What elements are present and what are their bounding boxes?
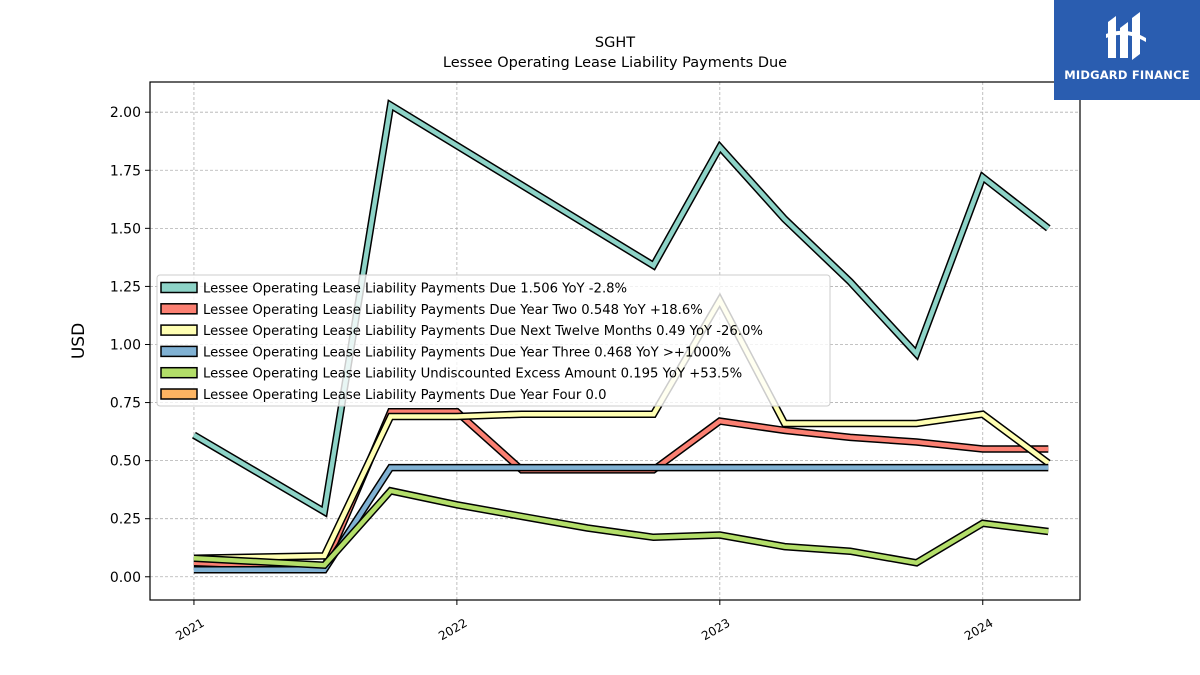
legend-entry-label: Lessee Operating Lease Liability Undisco… (203, 367, 742, 382)
x-tick-label: 2022 (436, 616, 469, 643)
series-line-outline-1 (193, 408, 1049, 572)
y-tick-label: 0.50 (110, 454, 141, 470)
y-tick-label: 0.75 (110, 396, 141, 412)
y-tick-label: 1.00 (110, 337, 141, 353)
y-axis-label: USD (69, 323, 89, 359)
legend-swatch (160, 366, 198, 379)
chart-title: SGHT (595, 35, 635, 51)
series-line-4 (193, 488, 1049, 568)
legend-entry-label: Lessee Operating Lease Liability Payment… (203, 324, 763, 339)
y-tick-label: 0.25 (110, 512, 141, 528)
legend-swatch (160, 345, 198, 358)
series-line-1 (193, 409, 1049, 570)
y-tick-label: 2.00 (110, 105, 141, 121)
plot-area-frame (149, 81, 1081, 601)
legend-entry-label: Lessee Operating Lease Liability Payment… (203, 282, 627, 297)
midgard-finance-logo: MIDGARD FINANCE (1054, 0, 1200, 100)
legend-entry-label: Lessee Operating Lease Liability Payment… (203, 388, 606, 403)
y-axis: 0.00 0.25 0.50 0.75 1.00 1.25 1.50 1.75 2.00 (110, 105, 150, 586)
legend-entry-label: Lessee Operating Lease Liability Payment… (203, 303, 703, 318)
legend-entry-label: Lessee Operating Lease Liability Payment… (203, 345, 731, 360)
legend-swatch (160, 303, 198, 315)
legend-swatch (160, 281, 198, 294)
x-tick-label: 2023 (699, 616, 732, 643)
midgard-m-logo-icon (1106, 12, 1146, 60)
y-tick-label: 1.25 (110, 279, 141, 295)
legend-box (156, 274, 831, 407)
y-tick-label: 1.50 (110, 221, 141, 237)
x-tick-label: 2024 (962, 616, 995, 643)
legend: Lessee Operating Lease Liability Payment… (156, 274, 831, 407)
chart-subtitle: Lessee Operating Lease Liability Payment… (443, 55, 787, 71)
y-tick-label: 1.75 (110, 163, 141, 179)
x-tick-label: 2021 (173, 616, 206, 643)
series-line-3 (193, 465, 1049, 573)
series-line-2 (193, 295, 1050, 561)
y-tick-label: 0.00 (110, 570, 141, 586)
logo-text: MIDGARD FINANCE (1064, 68, 1190, 82)
legend-swatch (160, 324, 198, 336)
x-axis: 2021 2022 2023 2024 (173, 600, 995, 643)
legend-swatch (160, 388, 198, 400)
